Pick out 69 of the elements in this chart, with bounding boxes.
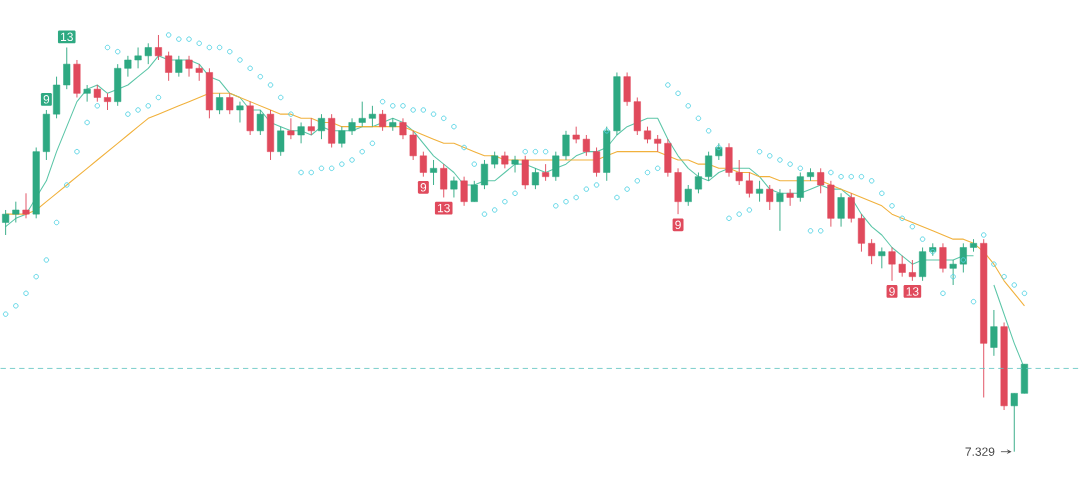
text: 9	[43, 95, 50, 104]
candlestick	[165, 51, 173, 82]
candlestick	[908, 259, 916, 282]
candlestick	[562, 130, 570, 161]
candlestick	[705, 151, 713, 182]
candlestick	[888, 247, 896, 282]
candlestick	[684, 184, 692, 207]
candlestick	[766, 184, 774, 211]
candlestick	[348, 118, 356, 136]
candlestick	[256, 109, 264, 136]
candlestick	[63, 47, 71, 90]
candlestick	[531, 168, 539, 190]
candlestick	[338, 126, 346, 149]
candlestick	[134, 47, 142, 70]
candlestick	[450, 176, 458, 199]
candlestick	[317, 113, 325, 140]
candlestick	[358, 101, 366, 128]
candlestick	[776, 188, 784, 232]
candlestick	[847, 193, 855, 224]
candlestick	[297, 122, 305, 145]
candlestick	[409, 130, 417, 161]
candlestick	[430, 159, 438, 186]
candlestick	[756, 180, 764, 203]
candlestick	[226, 93, 234, 115]
candlestick	[817, 168, 825, 195]
candlestick	[593, 147, 601, 178]
candlestick	[185, 55, 193, 78]
candlestick	[175, 55, 183, 78]
candlestick	[154, 34, 162, 61]
candlestick	[368, 105, 376, 128]
candlestick	[460, 176, 468, 207]
candlestick	[694, 172, 702, 195]
text: 13	[437, 204, 450, 213]
candlestick	[216, 93, 224, 115]
candlestick	[735, 159, 743, 186]
candlestick	[379, 109, 387, 132]
candlestick	[277, 126, 285, 157]
candlestick	[878, 247, 886, 270]
candlestick	[796, 172, 804, 203]
annotation: 7.329	[965, 447, 995, 457]
candlestick	[470, 180, 478, 203]
candlestick	[22, 193, 30, 220]
text: 13	[906, 287, 919, 296]
candlestick	[786, 188, 794, 207]
candlestick	[868, 238, 876, 265]
text: 9	[675, 220, 681, 230]
text: 9	[420, 183, 427, 192]
candlestick	[83, 84, 91, 103]
candlestick	[124, 55, 132, 78]
candlestick	[837, 193, 845, 228]
candlestick	[745, 172, 753, 199]
candlestick	[399, 118, 407, 140]
candlestick	[440, 163, 448, 199]
text: 13	[61, 32, 73, 42]
candlestick	[480, 159, 489, 190]
text: 9	[889, 287, 895, 296]
candlestick	[144, 43, 152, 65]
candlestick	[12, 201, 20, 224]
candlestick	[939, 243, 947, 274]
candlestick	[990, 309, 998, 357]
candlestick	[511, 155, 519, 174]
candlestick	[552, 151, 560, 182]
candlestick	[898, 255, 906, 278]
candlestick	[2, 209, 10, 236]
candlestick	[236, 101, 244, 124]
candlestick	[582, 134, 590, 157]
candlestick	[949, 259, 957, 286]
candlestick	[287, 118, 295, 140]
candlestick	[419, 151, 427, 178]
